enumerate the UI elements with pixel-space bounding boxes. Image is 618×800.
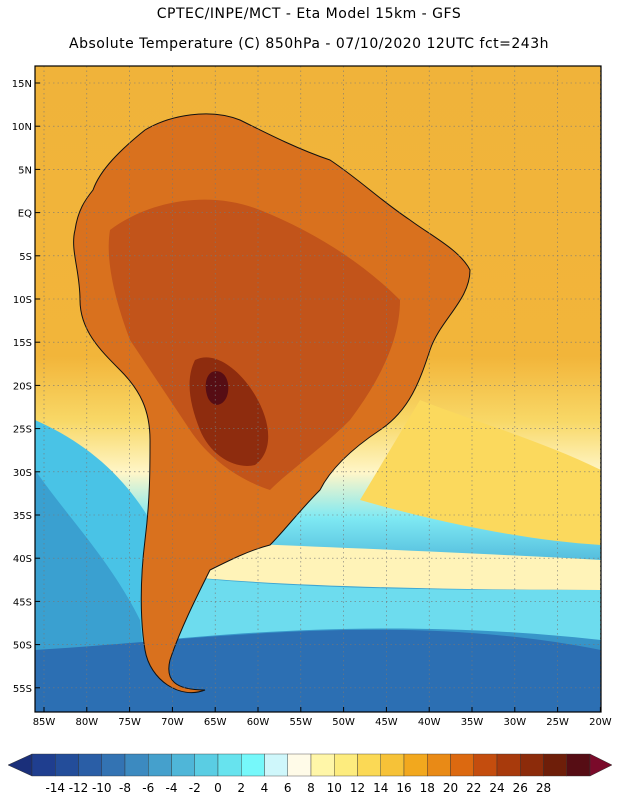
colorbar-label: 22 — [466, 781, 481, 795]
lon-label: 85W — [33, 717, 56, 728]
colorbar-label: 20 — [443, 781, 458, 795]
lat-label: 55S — [13, 684, 32, 695]
southern-ocean-deep — [35, 629, 601, 712]
map-title-line-2: Absolute Temperature (C) 850hPa - 07/10/… — [69, 36, 549, 52]
colorbar-label: 2 — [237, 781, 245, 795]
lat-label: 30S — [13, 468, 32, 479]
lon-label: 75W — [118, 717, 141, 728]
lat-label: 50S — [13, 641, 32, 652]
latitude-labels: 15N 10N 5N EQ 5S 10S 15S 20S 25S 30S 35S 40S 45S 50S 5… — [12, 79, 32, 695]
colorbar-swatch — [427, 753, 451, 777]
colorbar-label: -2 — [189, 781, 201, 795]
colorbar-label: 8 — [307, 781, 315, 795]
hot-core-central — [108, 199, 401, 490]
lat-label: 25S — [13, 425, 32, 436]
colorbar-label: -6 — [142, 781, 154, 795]
colorbar-swatch — [194, 753, 219, 777]
colorbar-label: -10 — [92, 781, 112, 795]
lat-label: EQ — [18, 209, 32, 220]
lat-label: 15N — [12, 79, 32, 90]
lon-label: 35W — [461, 717, 484, 728]
colorbar-label: 16 — [396, 781, 411, 795]
colorbar-label: -8 — [119, 781, 131, 795]
lon-label: 45W — [375, 717, 398, 728]
temperature-map: 15N 10N 5N EQ 5S 10S 15S 20S 25S 30S 35S 40S 45S 50S 5… — [12, 65, 612, 728]
map-title-line-1: CPTEC/INPE/MCT - Eta Model 15km - GFS — [156, 6, 462, 22]
colorbar-label: 0 — [214, 781, 222, 795]
colorbar-swatch — [287, 753, 312, 777]
lat-label: 5S — [19, 252, 32, 263]
colorbar-swatch — [520, 753, 544, 777]
temperature-colorbar: -14 -12 -10 -8 -6 -4 -2 0 2 4 6 8 10 12 14 16 18 20 22 24 26… — [7, 753, 613, 795]
lat-label: 35S — [13, 511, 32, 522]
lat-label: 45S — [13, 597, 32, 608]
colorbar-swatch — [31, 753, 56, 777]
colorbar-swatches — [7, 753, 613, 777]
colorbar-swatch — [124, 753, 149, 777]
colorbar-label: 12 — [350, 781, 365, 795]
lon-label: 50W — [332, 717, 355, 728]
colorbar-swatch — [357, 753, 381, 777]
colorbar-label: 24 — [489, 781, 504, 795]
colorbar-swatch — [566, 753, 591, 777]
colorbar-swatch — [496, 753, 521, 777]
colorbar-labels: -14 -12 -10 -8 -6 -4 -2 0 2 4 6 8 10 12 14 16 18 20 22 24 26… — [45, 781, 551, 795]
colorbar-under-triangle — [7, 753, 33, 777]
colorbar-label: 6 — [284, 781, 292, 795]
colorbar-swatch — [310, 753, 335, 777]
colorbar-label: -4 — [166, 781, 178, 795]
atlantic-transition — [170, 540, 601, 590]
atlantic-cyan-band — [160, 575, 601, 640]
colorbar-label: 10 — [327, 781, 342, 795]
lon-label: 80W — [75, 717, 98, 728]
plot-frame — [34, 65, 602, 713]
colorbar-swatch — [543, 753, 567, 777]
lat-label: 10S — [13, 295, 32, 306]
colorbar-swatch — [264, 753, 288, 777]
colorbar-swatch — [171, 753, 195, 777]
colorbar-swatch — [148, 753, 172, 777]
colorbar-label: 18 — [420, 781, 435, 795]
colorbar-swatch — [78, 753, 102, 777]
axis-ticks — [35, 82, 601, 712]
colorbar-swatch — [101, 753, 126, 777]
lon-label: 65W — [204, 717, 227, 728]
lon-label: 60W — [247, 717, 270, 728]
lon-label: 55W — [289, 717, 312, 728]
lon-label: 25W — [546, 717, 569, 728]
colorbar-swatch — [55, 753, 79, 777]
colorbar-label: 14 — [373, 781, 388, 795]
colorbar-label: -14 — [45, 781, 65, 795]
colorbar-label: 28 — [536, 781, 551, 795]
colorbar-label: -12 — [69, 781, 89, 795]
lon-label: 20W — [589, 717, 612, 728]
colorbar-label: 26 — [513, 781, 528, 795]
colorbar-swatch — [450, 753, 474, 777]
atlantic-warm-band — [360, 400, 601, 545]
lat-label: 10N — [12, 122, 32, 133]
lat-label: 5N — [18, 165, 32, 176]
lon-label: 40W — [418, 717, 441, 728]
colorbar-swatch — [241, 753, 265, 777]
lat-label: 40S — [13, 554, 32, 565]
lat-label: 20S — [13, 381, 32, 392]
colorbar-swatch — [473, 753, 498, 777]
colorbar-swatch — [380, 753, 405, 777]
lon-label: 70W — [161, 717, 184, 728]
lat-label: 15S — [13, 338, 32, 349]
colorbar-label: 4 — [261, 781, 269, 795]
colorbar-swatch — [403, 753, 428, 777]
colorbar-swatch — [334, 753, 358, 777]
longitude-labels: 85W 80W 75W 70W 65W 60W 55W 50W 45W 40W 35W 30W 25W 2… — [33, 717, 612, 728]
hottest-core-center — [205, 371, 229, 405]
colorbar-over-triangle — [589, 753, 613, 777]
colorbar-swatch — [217, 753, 242, 777]
lon-label: 30W — [503, 717, 526, 728]
